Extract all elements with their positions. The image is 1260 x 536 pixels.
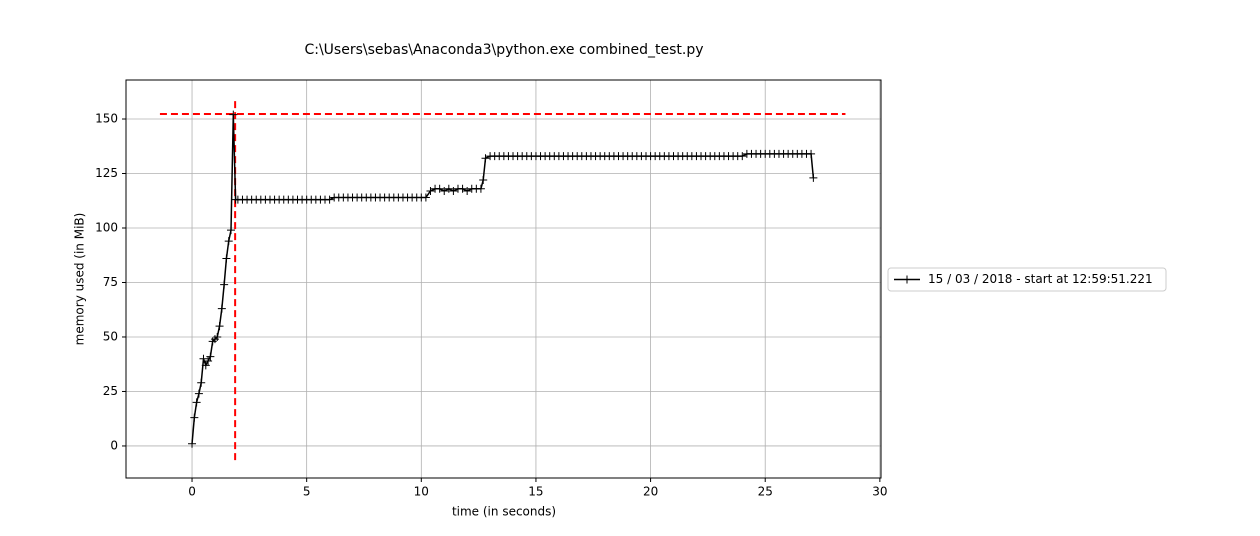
data-point xyxy=(213,332,222,341)
data-point xyxy=(229,110,238,119)
data-point xyxy=(458,184,467,193)
data-point xyxy=(440,186,449,195)
data-point xyxy=(444,184,453,193)
data-point xyxy=(194,389,203,398)
data-point xyxy=(809,173,818,182)
legend-marker xyxy=(903,275,911,284)
data-point xyxy=(215,322,224,331)
x-tick-label: 20 xyxy=(643,485,658,499)
y-tick-label: 50 xyxy=(103,329,118,343)
y-axis-label: memory used (in MiB) xyxy=(73,213,87,346)
data-line xyxy=(191,114,815,444)
data-point xyxy=(426,186,435,195)
x-tick-label: 30 xyxy=(872,485,887,499)
data-point xyxy=(188,439,197,448)
y-tick-label: 0 xyxy=(110,438,118,452)
data-point xyxy=(421,193,430,202)
data-point xyxy=(192,398,201,407)
data-point xyxy=(481,154,490,163)
data-point xyxy=(217,304,226,313)
data-point xyxy=(224,237,233,246)
data-point xyxy=(227,226,236,235)
chart-title: C:\Users\sebas\Anaconda3\python.exe comb… xyxy=(304,42,703,58)
plot-frame xyxy=(125,79,882,479)
data-point xyxy=(204,356,213,365)
y-tick-label: 25 xyxy=(103,384,118,398)
data-point xyxy=(435,184,444,193)
y-tick-label: 150 xyxy=(95,112,118,126)
y-tick-label: 125 xyxy=(95,166,118,180)
x-tick-label: 15 xyxy=(528,485,543,499)
data-point xyxy=(201,361,210,370)
data-point xyxy=(476,184,485,193)
legend-label: 15 / 03 / 2018 - start at 12:59:51.221 xyxy=(928,272,1153,286)
data-point xyxy=(325,195,334,204)
x-axis-label: time (in seconds) xyxy=(452,505,556,519)
data-point xyxy=(197,378,206,387)
data-point xyxy=(190,413,199,422)
data-point xyxy=(463,186,472,195)
data-point xyxy=(222,254,231,263)
y-tick-label: 100 xyxy=(95,220,118,234)
data-point xyxy=(738,152,747,161)
legend-box xyxy=(887,267,1167,292)
x-tick-label: 10 xyxy=(414,485,429,499)
x-tick-label: 5 xyxy=(303,485,311,499)
x-tick-label: 0 xyxy=(188,485,196,499)
data-point xyxy=(807,149,816,158)
y-tick-label: 75 xyxy=(103,275,118,289)
data-point xyxy=(220,280,229,289)
x-tick-label: 25 xyxy=(758,485,773,499)
data-point xyxy=(199,354,208,363)
data-point xyxy=(479,176,488,185)
data-point xyxy=(449,186,458,195)
data-point xyxy=(206,352,215,361)
